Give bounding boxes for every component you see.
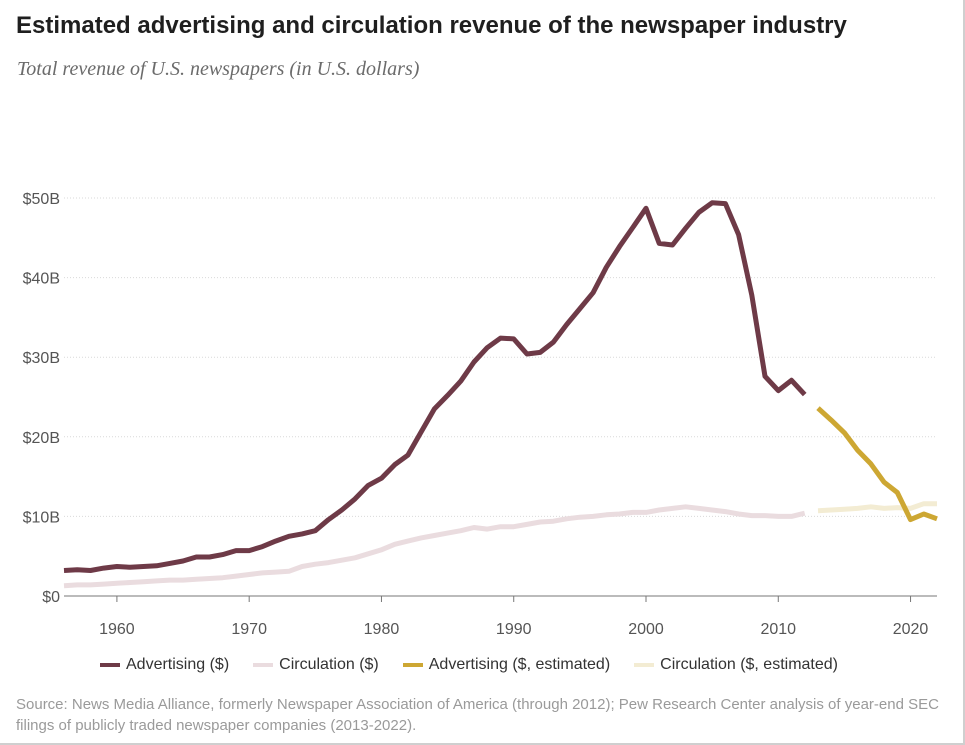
x-tick-label: 2010 [760,621,796,638]
y-tick-label: $50B [23,191,60,208]
series-line-circulation-estimated [817,501,937,514]
series-line-circulation [63,504,806,589]
x-tick-label: 2020 [893,621,929,638]
y-tick-label: $30B [23,350,60,367]
legend: Advertising ($) Circulation ($) Advertis… [100,656,862,674]
legend-swatch-circulation-estimated [634,663,655,667]
x-tick-label: 1970 [231,621,267,638]
y-tick-label: $20B [23,430,60,447]
legend-label-circulation: Circulation ($) [279,656,379,673]
gridlines [64,197,937,517]
legend-label-advertising: Advertising ($) [126,656,230,673]
legend-item-circulation-estimated: Circulation ($, estimated) [634,656,838,674]
x-tick-label: 2000 [628,621,664,638]
series-line-advertising-estimated [816,406,938,523]
chart-subtitle: Total revenue of U.S. newspapers (in U.S… [17,58,420,80]
series-lines [63,200,938,589]
y-tick-label: $10B [23,509,60,526]
x-tick-label: 1960 [99,621,135,638]
legend-swatch-advertising-estimated [402,663,423,667]
x-tick-label: 1990 [496,621,532,638]
legend-label-circulation-estimated: Circulation ($, estimated) [660,656,838,673]
legend-label-advertising-estimated: Advertising ($, estimated) [428,656,611,673]
x-tick-label: 1980 [364,621,400,638]
legend-item-advertising: Advertising ($) [100,656,229,674]
legend-swatch-advertising [100,663,120,667]
source-note: Source: News Media Alliance, formerly Ne… [16,696,939,734]
legend-item-advertising-estimated: Advertising ($, estimated) [402,656,611,674]
legend-swatch-circulation [253,663,274,667]
legend-item-circulation: Circulation ($) [253,656,379,674]
axes: $0 $10B $20B $30B $40B $50B 1960 1970 1980 1990 20… [23,191,937,638]
series-line-advertising [63,200,807,573]
y-tick-label: $0 [42,589,60,606]
chart-title: Estimated advertising and circulation re… [16,12,847,39]
y-tick-label: $40B [23,271,60,288]
